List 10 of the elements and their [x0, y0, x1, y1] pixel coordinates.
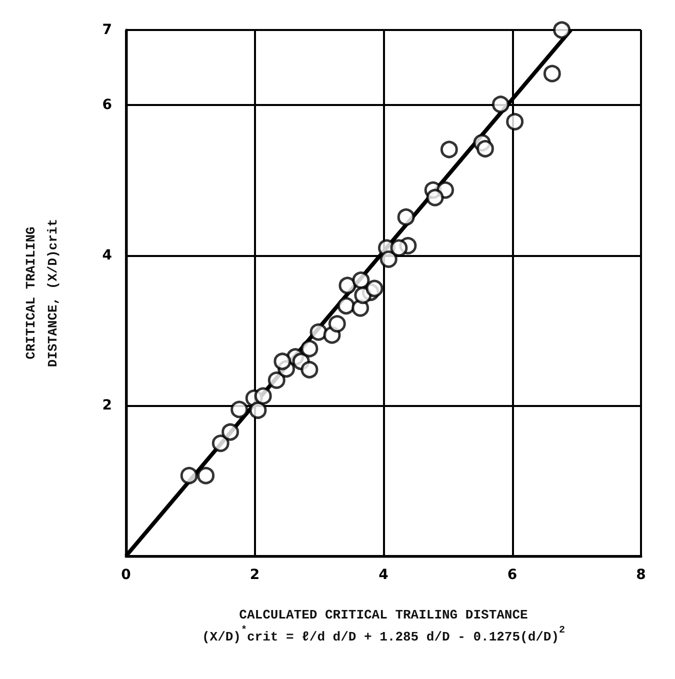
x-tick-label: 6	[507, 567, 518, 583]
y-tick-label: 2	[102, 398, 112, 414]
y-tick-label: 6	[102, 97, 112, 114]
y-tick-label: 7	[102, 22, 112, 38]
y-axis-title: CRITICAL TRAILING DISTANCE, (X/D)crit	[24, 218, 60, 368]
x-tick-label: 4	[378, 567, 389, 583]
x-tick-label: 2	[250, 567, 260, 583]
y-tick-label: 4	[102, 247, 112, 264]
x-tick-label: 8	[636, 567, 646, 583]
x-tick-label: 0	[121, 567, 132, 583]
